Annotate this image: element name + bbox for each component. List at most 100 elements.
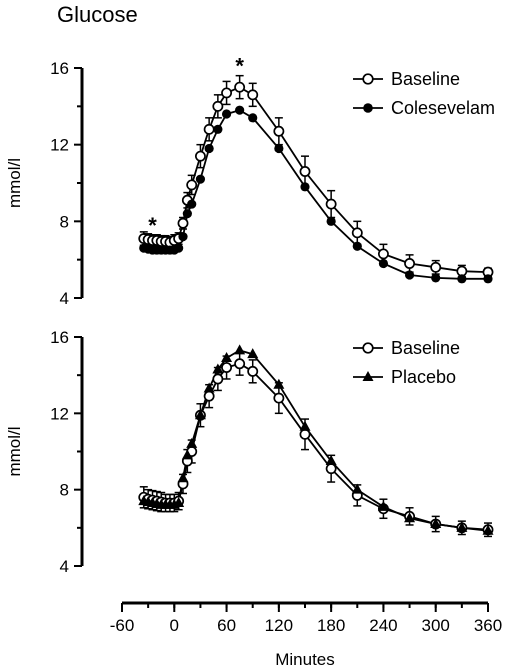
data-point xyxy=(204,143,214,154)
legend: Baseline Colesevelam xyxy=(353,69,495,118)
data-point xyxy=(457,274,467,284)
data-point xyxy=(203,382,215,393)
y-axis-label: mmol/l xyxy=(5,426,24,476)
data-point xyxy=(352,241,362,251)
x-tick-label: 360 xyxy=(474,616,502,635)
data-point xyxy=(247,89,259,101)
data-point xyxy=(430,261,442,273)
data-point xyxy=(173,497,185,508)
data-point xyxy=(325,198,337,210)
data-point xyxy=(456,521,468,532)
data-point xyxy=(212,363,224,374)
data-point xyxy=(300,182,310,192)
y-tick-label: 16 xyxy=(50,328,69,347)
data-point xyxy=(404,270,415,280)
x-tick-label: 60 xyxy=(217,616,236,635)
y-tick-label: 4 xyxy=(60,557,69,576)
data-point xyxy=(351,483,363,494)
series-colesevelam xyxy=(143,109,488,280)
legend-label: Baseline xyxy=(391,69,460,89)
y-tick-label: 8 xyxy=(60,481,69,500)
data-point xyxy=(377,248,389,260)
data-point xyxy=(299,166,311,177)
x-tick-label: 180 xyxy=(317,616,345,635)
legend-marker xyxy=(362,342,374,354)
data-point xyxy=(221,362,233,373)
markers-placebo xyxy=(138,344,494,535)
data-point xyxy=(234,81,246,93)
panel-placebo: 4 8 12 16 mmol/l Baseline Placebo xyxy=(5,328,494,576)
x-axis: -60 0 60 120 180 240 300 360 xyxy=(110,601,502,635)
data-point xyxy=(194,409,206,420)
data-point xyxy=(377,500,389,511)
data-point xyxy=(351,227,363,239)
y-axis-label: mmol/l xyxy=(5,158,24,208)
legend-label: Baseline xyxy=(391,338,460,358)
data-point xyxy=(273,125,285,137)
markers-baseline xyxy=(138,81,494,278)
x-tick-label: 240 xyxy=(369,616,397,635)
x-tick-label: 300 xyxy=(422,616,450,635)
significance-marker: * xyxy=(235,54,244,79)
y-tick-label: 12 xyxy=(50,136,69,155)
data-point xyxy=(203,390,215,402)
data-point xyxy=(174,243,184,253)
data-point xyxy=(177,217,189,229)
y-tick-label: 8 xyxy=(60,212,69,231)
y-tick-label: 4 xyxy=(60,289,69,308)
data-point xyxy=(182,209,192,219)
data-point xyxy=(195,174,206,184)
data-point xyxy=(186,437,198,448)
data-point xyxy=(234,358,246,370)
data-point xyxy=(325,455,337,466)
figure-title: Glucose xyxy=(57,2,138,27)
data-point xyxy=(178,232,188,242)
legend-marker xyxy=(362,73,374,85)
data-point xyxy=(273,392,285,404)
y-tick-label: 12 xyxy=(50,404,69,423)
data-point xyxy=(221,109,232,119)
legend-marker xyxy=(363,103,373,113)
data-point xyxy=(483,274,493,284)
data-point xyxy=(248,113,258,123)
x-tick-label: -60 xyxy=(110,616,135,635)
panel-colesevelam: 4 8 12 16 mmol/l * * Baseline Colesevelam xyxy=(5,54,495,308)
data-point xyxy=(187,199,197,209)
legend-label: Placebo xyxy=(391,367,456,387)
data-point xyxy=(430,518,442,529)
legend: Baseline Placebo xyxy=(353,338,460,387)
data-point xyxy=(194,150,206,162)
data-point xyxy=(326,216,336,226)
data-point xyxy=(378,258,389,269)
data-point xyxy=(299,428,311,440)
x-tick-label: 120 xyxy=(265,616,293,635)
markers-colesevelam xyxy=(139,105,493,284)
data-point xyxy=(235,105,245,115)
legend-marker xyxy=(362,371,374,381)
data-point xyxy=(274,143,284,154)
data-point xyxy=(404,512,416,523)
significance-marker: * xyxy=(148,213,157,238)
data-point xyxy=(247,365,259,377)
data-point xyxy=(221,87,233,99)
data-point xyxy=(203,123,215,135)
data-point xyxy=(212,373,224,385)
series-line xyxy=(143,109,488,280)
y-tick-label: 16 xyxy=(50,59,69,78)
data-point xyxy=(247,348,259,359)
data-point xyxy=(213,124,223,134)
data-point xyxy=(212,100,224,112)
x-axis-label: Minutes xyxy=(275,650,335,669)
data-point xyxy=(431,273,441,283)
legend-label: Colesevelam xyxy=(391,98,495,118)
data-point xyxy=(186,179,198,191)
data-point xyxy=(177,472,189,483)
data-point xyxy=(299,420,311,431)
data-point xyxy=(325,463,337,475)
data-point xyxy=(181,449,193,460)
x-tick-label: 0 xyxy=(170,616,179,635)
data-point xyxy=(234,344,246,355)
data-point xyxy=(404,258,416,269)
data-point xyxy=(221,351,233,362)
